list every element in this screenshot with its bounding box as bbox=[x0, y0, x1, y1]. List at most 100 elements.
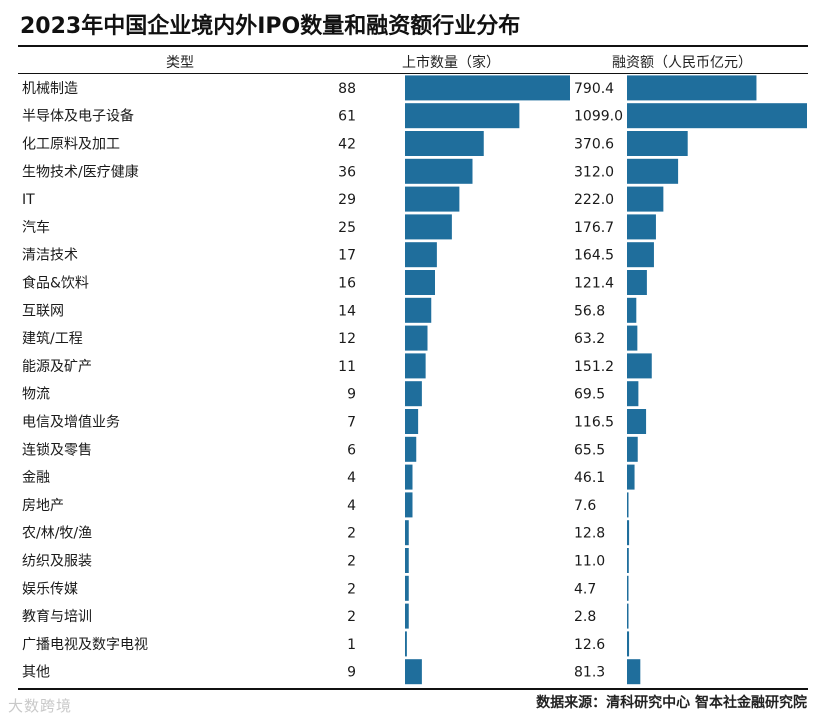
row-label: 其他 bbox=[22, 665, 50, 681]
count-value: 61 bbox=[338, 109, 356, 125]
amount-value: 7.6 bbox=[574, 498, 596, 514]
count-bar bbox=[405, 603, 409, 629]
row-label: 半导体及电子设备 bbox=[22, 108, 134, 125]
amount-bar bbox=[627, 436, 638, 462]
watermark-logo: 大数跨境 bbox=[8, 697, 73, 715]
row-label: 纺织及服装 bbox=[22, 554, 92, 570]
amount-bar bbox=[627, 103, 807, 129]
amount-bar bbox=[627, 464, 635, 490]
amount-value: 63.2 bbox=[574, 331, 605, 347]
count-bar bbox=[405, 131, 484, 156]
count-value: 2 bbox=[347, 526, 356, 542]
count-value: 29 bbox=[338, 192, 356, 208]
amount-value: 12.8 bbox=[574, 526, 605, 542]
count-value: 9 bbox=[347, 665, 356, 681]
amount-bar bbox=[627, 520, 630, 546]
count-value: 36 bbox=[338, 164, 356, 180]
count-bar bbox=[405, 214, 452, 240]
amount-bar bbox=[627, 631, 630, 657]
amount-bar bbox=[627, 409, 647, 434]
amount-value: 164.5 bbox=[574, 248, 614, 264]
row-label: 能源及矿产 bbox=[22, 359, 92, 375]
count-value: 25 bbox=[338, 220, 356, 236]
count-value: 16 bbox=[338, 276, 356, 292]
count-value: 88 bbox=[338, 81, 356, 97]
count-bar bbox=[405, 186, 460, 212]
count-value: 17 bbox=[338, 248, 356, 264]
row-label: 建筑/工程 bbox=[22, 331, 83, 347]
amount-bar bbox=[627, 381, 639, 407]
count-value: 2 bbox=[347, 581, 356, 597]
top-rule bbox=[18, 45, 808, 47]
count-value: 42 bbox=[338, 137, 356, 153]
amount-bar bbox=[627, 75, 757, 101]
amount-value: 81.3 bbox=[574, 665, 605, 681]
amount-bar bbox=[627, 297, 637, 323]
amount-bar bbox=[627, 575, 629, 601]
count-value: 1 bbox=[347, 637, 356, 653]
amount-value: 116.5 bbox=[574, 415, 614, 431]
row-label: 广播电视及数字电视 bbox=[22, 637, 148, 653]
header-count: 上市数量（家） bbox=[402, 55, 500, 71]
amount-bar bbox=[627, 131, 688, 156]
row-label: 清洁技术 bbox=[22, 248, 78, 264]
chart-title: 2023年中国企业境内外IPO数量和融资额行业分布 bbox=[20, 14, 521, 39]
amount-bar bbox=[627, 492, 629, 518]
amount-value: 46.1 bbox=[574, 470, 605, 486]
count-value: 9 bbox=[347, 387, 356, 403]
amount-value: 1099.0 bbox=[574, 109, 623, 125]
row-label: 电信及增值业务 bbox=[22, 415, 120, 431]
count-bar bbox=[405, 631, 407, 657]
row-label: 互联网 bbox=[22, 303, 64, 319]
count-bar bbox=[405, 409, 419, 434]
amount-value: 121.4 bbox=[574, 276, 614, 292]
row-label: 物流 bbox=[22, 387, 50, 403]
amount-bar bbox=[627, 158, 679, 184]
amount-value: 11.0 bbox=[574, 554, 605, 570]
amount-bar bbox=[627, 270, 647, 295]
count-value: 7 bbox=[347, 415, 356, 431]
count-bar bbox=[405, 548, 409, 573]
count-bar bbox=[405, 75, 570, 101]
row-label: 化工原料及加工 bbox=[22, 137, 120, 153]
row-label: 生物技术/医疗健康 bbox=[22, 163, 139, 180]
amount-bar bbox=[627, 353, 652, 379]
count-bar bbox=[405, 381, 422, 407]
amount-bar bbox=[627, 659, 641, 685]
row-label: 汽车 bbox=[22, 219, 50, 236]
row-label: 连锁及零售 bbox=[22, 442, 92, 458]
count-bar bbox=[405, 492, 413, 518]
header-rule bbox=[18, 73, 808, 74]
count-value: 14 bbox=[338, 303, 356, 319]
count-bar bbox=[405, 436, 417, 462]
row-label: 食品&饮料 bbox=[22, 275, 89, 292]
count-bar bbox=[405, 325, 428, 351]
source-note: 数据来源：清科研究中心 智本社金融研究院 bbox=[536, 695, 807, 711]
count-bar bbox=[405, 659, 422, 685]
count-bar bbox=[405, 353, 426, 379]
amount-bar bbox=[627, 548, 629, 573]
amount-value: 790.4 bbox=[574, 81, 614, 97]
amount-value: 370.6 bbox=[574, 137, 614, 153]
count-value: 2 bbox=[347, 609, 356, 625]
row-label: 教育与培训 bbox=[22, 609, 92, 625]
count-bar bbox=[405, 103, 520, 129]
row-label: 机械制造 bbox=[22, 81, 78, 97]
amount-value: 69.5 bbox=[574, 387, 605, 403]
row-label: 金融 bbox=[22, 470, 50, 486]
amount-value: 312.0 bbox=[574, 164, 614, 180]
row-label: 娱乐传媒 bbox=[22, 581, 78, 597]
amount-value: 56.8 bbox=[574, 303, 605, 319]
amount-bar bbox=[627, 242, 654, 268]
count-value: 2 bbox=[347, 554, 356, 570]
amount-bar bbox=[627, 325, 638, 351]
header-category: 类型 bbox=[166, 55, 194, 71]
row-label: IT bbox=[22, 192, 35, 208]
count-value: 12 bbox=[338, 331, 356, 347]
bottom-rule bbox=[18, 688, 808, 690]
count-bar bbox=[405, 242, 437, 268]
amount-value: 222.0 bbox=[574, 192, 614, 208]
amount-bar bbox=[627, 186, 664, 212]
amount-value: 4.7 bbox=[574, 581, 596, 597]
amount-value: 12.6 bbox=[574, 637, 605, 653]
